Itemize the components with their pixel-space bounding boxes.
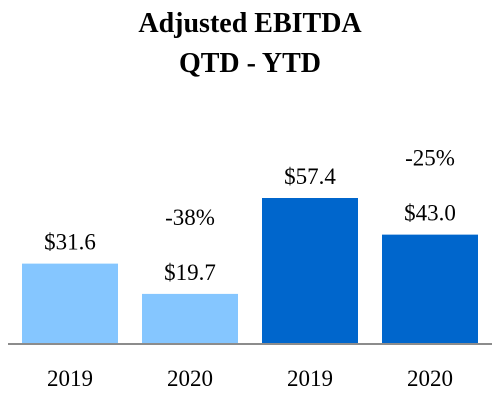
change-label-1: -25% <box>405 146 455 171</box>
bar-2 <box>262 198 358 344</box>
x-tick-label-1: 2020 <box>167 366 213 391</box>
value-label-0: $31.6 <box>44 230 96 255</box>
bars-group <box>22 198 478 344</box>
bar-1 <box>142 293 238 344</box>
value-label-3: $43.0 <box>404 201 456 226</box>
value-labels-group: $31.6 $19.7 $57.4 $43.0 <box>44 164 456 285</box>
tick-labels-group: 2019 2020 2019 2020 <box>47 366 453 391</box>
change-labels-group: -38% -25% <box>165 146 455 230</box>
change-label-0: -38% <box>165 205 215 230</box>
x-tick-label-2: 2019 <box>287 366 333 391</box>
value-label-1: $19.7 <box>164 260 216 285</box>
chart-subtitle: QTD - YTD <box>179 48 321 79</box>
bar-3 <box>382 234 478 344</box>
x-tick-label-0: 2019 <box>47 366 93 391</box>
value-label-2: $57.4 <box>284 164 336 189</box>
x-tick-label-3: 2020 <box>407 366 453 391</box>
bar-0 <box>22 263 118 344</box>
chart-title: Adjusted EBITDA <box>138 8 362 39</box>
